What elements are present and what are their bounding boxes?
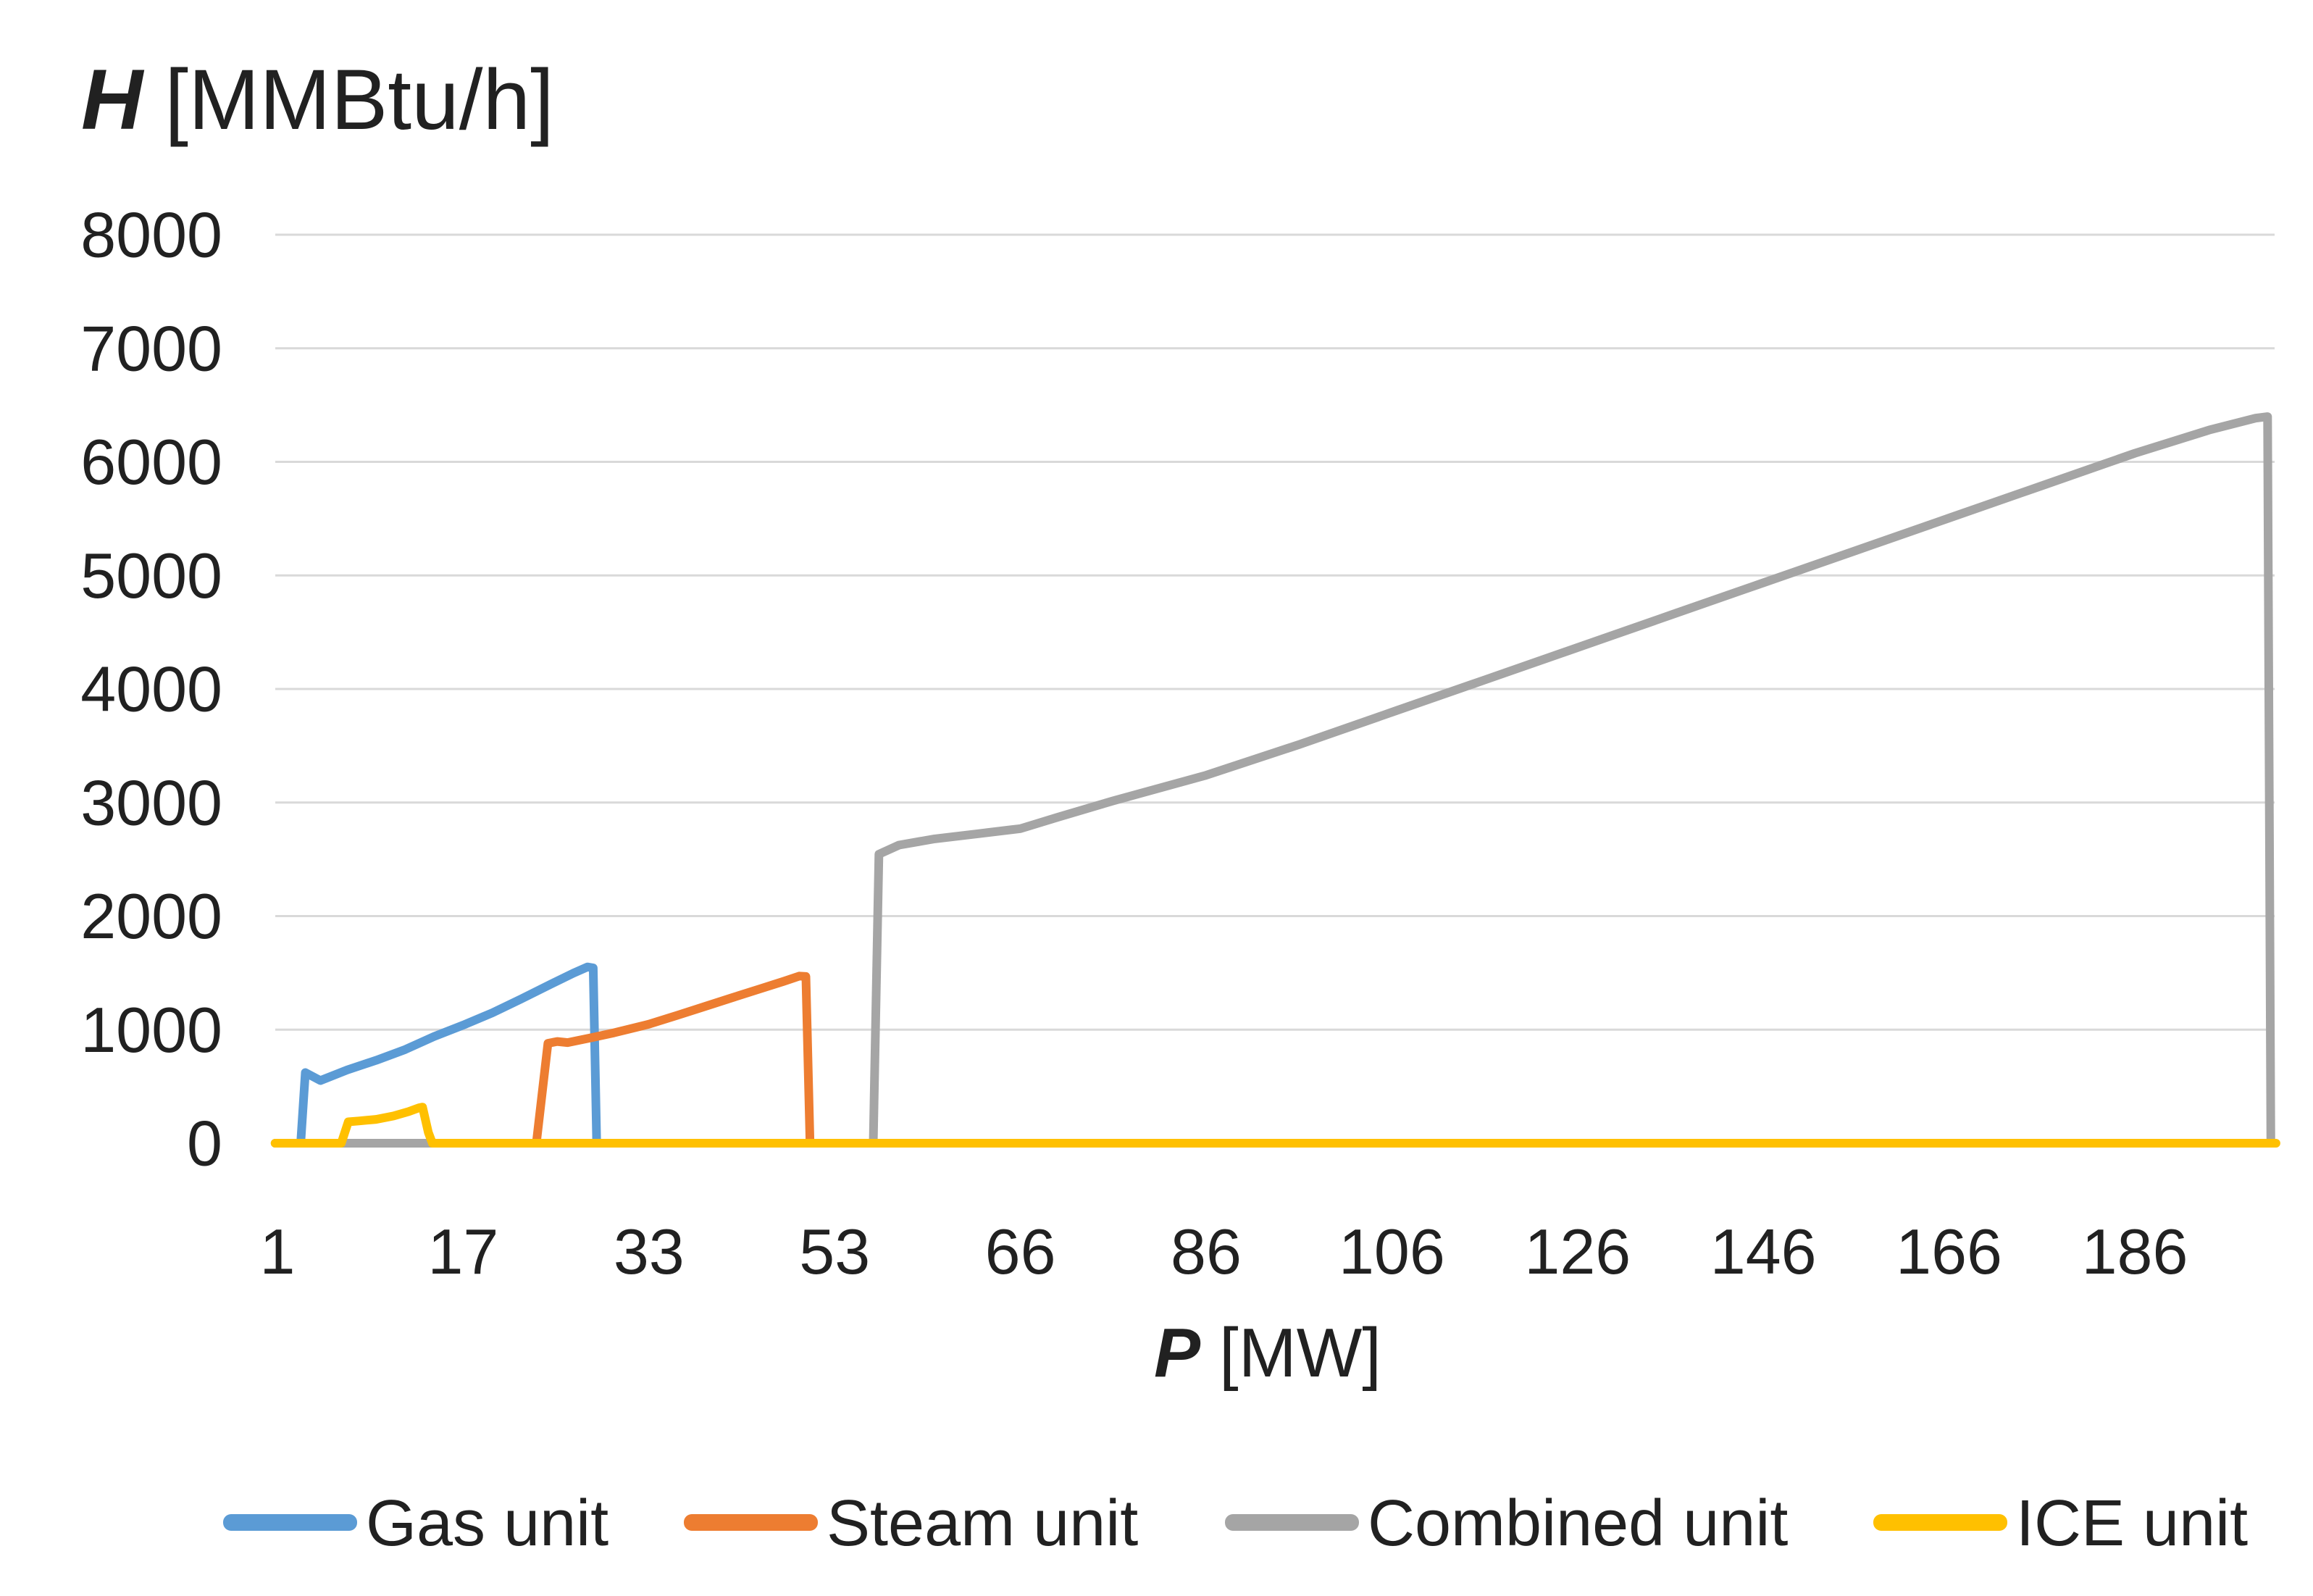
legend-item-steam-unit: Steam unit <box>684 1487 1138 1560</box>
chart-title: H [MMBtu/h] <box>81 52 554 148</box>
x-axis-tick-label-17: 17 <box>427 1216 498 1287</box>
x-axis-title-unit: [MW] <box>1219 1314 1381 1392</box>
legend-swatch-combined-unit <box>1225 1514 1359 1531</box>
legend-item-combined-unit: Combined unit <box>1225 1487 1788 1560</box>
x-axis-tick-label-186: 186 <box>2082 1216 2188 1287</box>
y-axis-tick-label-3000: 3000 <box>80 766 222 838</box>
series-line-combined-unit <box>270 412 2275 1148</box>
legend-label-combined-unit: Combined unit <box>1368 1487 1788 1560</box>
y-axis-tick-label-1000: 1000 <box>80 994 222 1066</box>
y-axis-tick-label-7000: 7000 <box>80 312 222 384</box>
gridline-layer <box>275 233 2275 1145</box>
legend-label-steam-unit: Steam unit <box>827 1487 1138 1560</box>
x-axis-tick-label-33: 33 <box>614 1216 685 1287</box>
x-axis-tick-label-66: 66 <box>985 1216 1056 1287</box>
x-axis-tick-label-86: 86 <box>1171 1216 1242 1287</box>
series-layer <box>270 412 2280 1148</box>
y-axis-tick-label-8000: 8000 <box>80 199 222 271</box>
x-axis-title: P [MW] <box>1154 1314 1381 1392</box>
x-axis-tick-label-1: 1 <box>260 1216 296 1287</box>
series-line-gas-unit <box>296 962 601 1148</box>
legend-swatch-steam-unit <box>684 1514 818 1531</box>
series-line-steam-unit <box>532 972 815 1148</box>
y-axis-tick-label-2000: 2000 <box>80 880 222 952</box>
x-axis-tick-label-146: 146 <box>1710 1216 1817 1287</box>
x-axis-tick-label-106: 106 <box>1339 1216 1445 1287</box>
legend-item-gas-unit: Gas unit <box>223 1487 608 1560</box>
legend-swatch-ice-unit <box>1873 1514 2007 1531</box>
y-axis-tick-label-6000: 6000 <box>80 426 222 498</box>
chart-title-symbol: H <box>81 52 145 148</box>
x-axis-tick-label-126: 126 <box>1524 1216 1631 1287</box>
y-axis-tick-label-5000: 5000 <box>80 540 222 611</box>
legend: Gas unit Steam unit Combined unit ICE unit <box>223 1487 2248 1560</box>
series-line-ice-unit <box>270 1103 2280 1148</box>
y-axis-tick-label-4000: 4000 <box>80 653 222 725</box>
legend-swatch-gas-unit <box>223 1514 357 1531</box>
x-axis-title-symbol: P <box>1154 1314 1201 1392</box>
y-axis-tick-label-0: 0 <box>187 1108 222 1179</box>
axis-tick-layer: 0 1000 2000 3000 4000 5000 6000 7000 8000 1 17 33 53… <box>80 199 2188 1288</box>
legend-label-gas-unit: Gas unit <box>366 1487 608 1560</box>
x-axis-tick-label-166: 166 <box>1896 1216 2002 1287</box>
chart-title-unit: [MMBtu/h] <box>164 52 554 148</box>
legend-item-ice-unit: ICE unit <box>1873 1487 2248 1560</box>
x-axis-tick-label-53: 53 <box>799 1216 870 1287</box>
legend-label-ice-unit: ICE unit <box>2016 1487 2248 1560</box>
